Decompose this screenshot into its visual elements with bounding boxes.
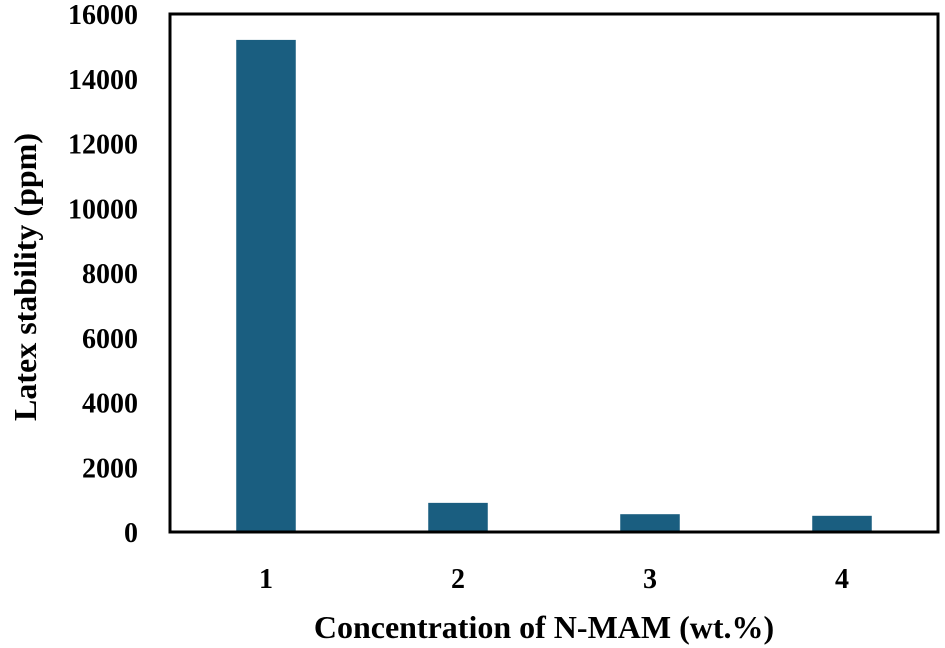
y-tick-label: 10000 [68,194,138,225]
y-tick-label: 6000 [82,324,138,355]
y-tick-label: 12000 [68,130,138,161]
y-tick-label: 2000 [82,453,138,484]
x-tick-label: 2 [451,564,465,595]
x-tick-label: 3 [643,564,657,595]
x-axis-title: Concentration of N-MAM (wt.%) [314,609,774,645]
y-tick-label: 8000 [82,259,138,290]
y-axis-ticks: 0 2000 4000 6000 8000 10000 12000 14000 16000 [68,0,138,549]
plot-area-frame [168,12,940,534]
y-tick-label: 14000 [68,65,138,96]
x-tick-label: 1 [259,564,273,595]
y-tick-label: 0 [124,518,138,549]
y-tick-label: 4000 [82,389,138,420]
bar-2 [428,502,488,532]
x-tick-label: 4 [835,564,849,595]
bar-4 [812,515,872,532]
bar-3 [620,514,680,532]
bars-group [236,39,872,533]
x-axis-ticks: 1 2 3 4 [259,564,849,595]
bar-1 [236,39,296,533]
y-tick-label: 16000 [68,0,138,31]
y-axis-title: Latex stability (ppm) [7,133,43,421]
